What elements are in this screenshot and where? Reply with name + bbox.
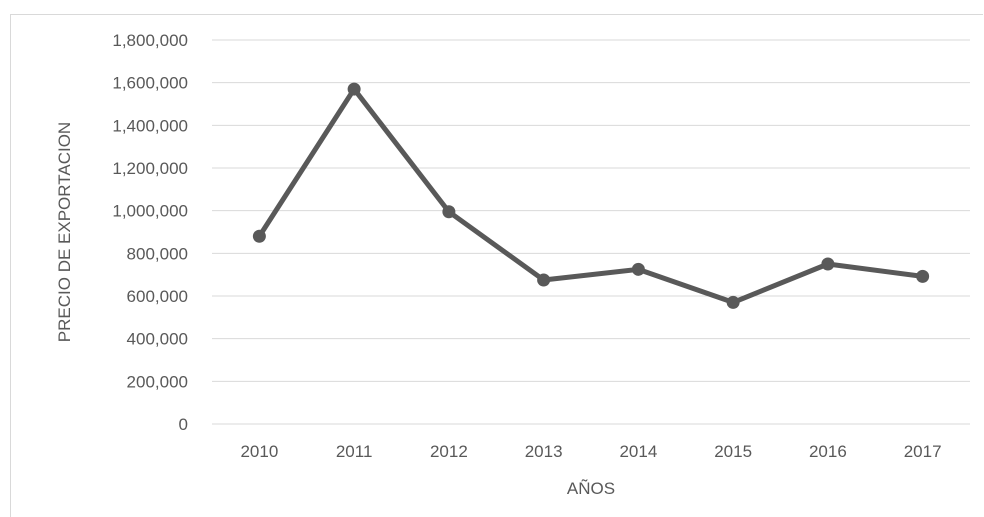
data-point	[252, 229, 266, 243]
y-tick-label: 1,000,000	[112, 202, 188, 221]
y-tick-label: 400,000	[127, 330, 188, 349]
x-axis-title: AÑOS	[567, 479, 615, 498]
data-point	[631, 262, 645, 276]
y-tick-label: 600,000	[127, 287, 188, 306]
x-tick-label: 2014	[619, 442, 657, 461]
series-layer	[252, 82, 930, 309]
data-point	[347, 82, 361, 96]
x-tick-label: 2017	[904, 442, 942, 461]
x-tick-label: 2011	[336, 442, 373, 461]
y-axis-tick-labels: 0 200,000 400,000 600,000 800,000 1,000,000 1,…	[112, 31, 188, 434]
x-tick-label: 2012	[430, 442, 468, 461]
x-tick-label: 2016	[809, 442, 847, 461]
y-tick-label: 1,200,000	[112, 159, 188, 178]
y-tick-label: 1,800,000	[112, 31, 188, 50]
gridlines	[212, 39, 970, 425]
chart-frame	[10, 14, 983, 517]
data-point	[537, 273, 551, 287]
x-tick-label: 2015	[714, 442, 752, 461]
data-point	[916, 269, 930, 283]
series-line	[256, 86, 926, 305]
y-tick-label: 1,600,000	[112, 74, 188, 93]
data-point	[821, 257, 835, 271]
x-tick-label: 2013	[525, 442, 563, 461]
y-tick-label: 0	[179, 415, 188, 434]
y-tick-label: 800,000	[127, 244, 188, 263]
y-tick-label: 200,000	[127, 372, 188, 391]
x-axis-tick-labels: 2010 2011 2012 2013 2014 2015 2016 2017	[240, 442, 941, 461]
y-tick-label: 1,400,000	[112, 116, 188, 135]
data-point	[442, 205, 456, 219]
x-tick-label: 2010	[240, 442, 278, 461]
y-axis-title: PRECIO DE EXPORTACION	[55, 122, 74, 342]
data-point	[726, 295, 740, 309]
